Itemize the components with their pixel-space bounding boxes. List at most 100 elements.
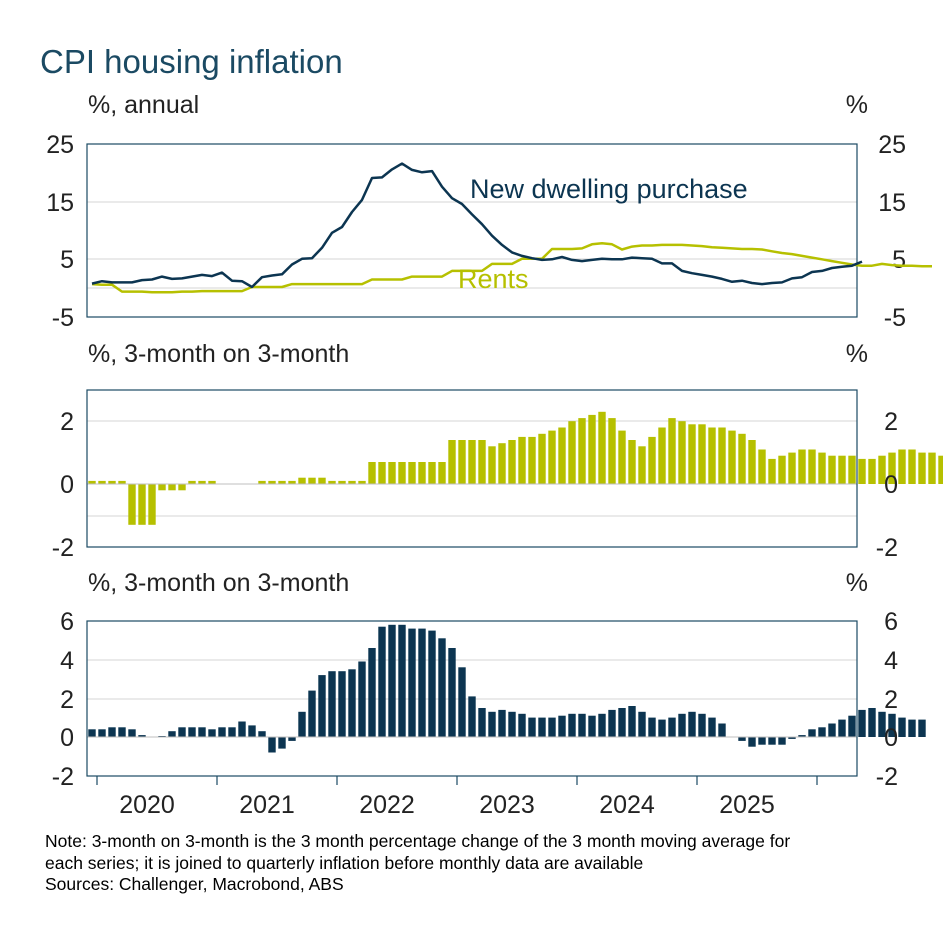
new-dwelling-bar-19 (278, 737, 286, 749)
rents-bar-50 (588, 414, 596, 484)
new-dwelling-bar-48 (568, 713, 576, 737)
new-dwelling-bar-76 (848, 715, 856, 737)
rents-bar-58 (668, 418, 676, 484)
new-dwelling-bar-49 (578, 713, 586, 737)
new-dwelling-bar-52 (608, 709, 616, 737)
top-right-unit: % (846, 91, 868, 119)
new-dwelling-bar-65 (738, 737, 746, 741)
new-dwelling-bar-73 (818, 727, 826, 737)
rents-bar-83 (918, 452, 926, 484)
new-dwelling-bar-32 (408, 628, 416, 737)
new-dwelling-bar-17 (258, 731, 266, 737)
top-right-tick-15: 15 (878, 189, 906, 217)
rents-bar-69 (778, 455, 786, 484)
bottom-right-tick-6: 6 (884, 608, 898, 636)
new-dwelling-bar-70 (788, 737, 796, 739)
new-dwelling-bar-18 (268, 737, 276, 753)
bottom-plot-frame (86, 620, 858, 777)
rents-bar-22 (308, 477, 316, 484)
new-dwelling-bar-37 (458, 667, 466, 737)
new-dwelling-bar-35 (438, 638, 446, 737)
middle-bars (88, 411, 943, 525)
new-dwelling-bar-23 (318, 675, 326, 737)
new-dwelling-bar-55 (638, 711, 646, 737)
rents-bar-60 (688, 424, 696, 484)
rents-bar-62 (708, 427, 716, 484)
label-rents: Rents (458, 264, 529, 294)
rents-bar-46 (548, 430, 556, 484)
rents-bar-9 (178, 484, 186, 491)
top-left-tick-25: 25 (46, 131, 74, 159)
new-dwelling-bar-30 (388, 624, 396, 737)
rents-bar-67 (758, 449, 766, 484)
rents-bar-4 (128, 484, 136, 525)
middle-left-tick-2: 2 (60, 408, 74, 436)
rents-bar-63 (718, 427, 726, 484)
rents-bar-10 (188, 480, 196, 484)
new-dwelling-bar-26 (348, 669, 356, 737)
x-axis: 2020 2021 2022 2023 2024 2025 (96, 776, 818, 819)
top-right-tick-25: 25 (878, 131, 906, 159)
rents-bar-21 (298, 477, 306, 484)
new-dwelling-bar-9 (178, 727, 186, 737)
rents-bar-3 (118, 480, 126, 484)
new-dwelling-bar-50 (588, 715, 596, 737)
rents-bar-57 (658, 427, 666, 484)
year-2021: 2021 (239, 791, 295, 819)
middle-right-tick-0: 0 (884, 471, 898, 499)
rents-bar-77 (858, 458, 866, 484)
middle-plot-frame (86, 389, 858, 548)
rents-bar-24 (328, 480, 336, 484)
rents-bar-40 (488, 446, 496, 484)
middle-right-unit: % (846, 340, 868, 368)
new-dwelling-bar-24 (328, 671, 336, 737)
new-dwelling-bar-51 (598, 713, 606, 737)
top-left-unit: %, annual (88, 91, 199, 119)
middle-left-tick-minus2: -2 (52, 534, 74, 562)
new-dwelling-bar-46 (548, 717, 556, 737)
new-dwelling-bar-13 (218, 727, 226, 737)
rents-bar-38 (468, 440, 476, 484)
rents-bar-76 (848, 455, 856, 484)
rents-line (91, 241, 932, 294)
rents-bar-44 (528, 436, 536, 484)
rents-bar-27 (358, 480, 366, 484)
rents-bar-54 (628, 440, 636, 484)
new-dwelling-bar-8 (168, 731, 176, 737)
rents-bar-47 (558, 427, 566, 484)
new-dwelling-bar-78 (868, 708, 876, 737)
new-dwelling-purchase-line (91, 162, 863, 289)
new-dwelling-bar-44 (528, 717, 536, 737)
new-dwelling-bar-81 (898, 717, 906, 737)
new-dwelling-bar-68 (768, 737, 776, 745)
rents-bar-37 (458, 440, 466, 484)
top-left-tick-15: 15 (46, 189, 74, 217)
chart-title: CPI housing inflation (40, 43, 343, 80)
rents-bar-49 (578, 418, 586, 484)
rents-bar-28 (368, 462, 376, 484)
new-dwelling-bar-40 (488, 711, 496, 737)
new-dwelling-bar-53 (618, 708, 626, 737)
rents-bar-66 (748, 440, 756, 484)
rents-bar-12 (208, 480, 216, 484)
rents-bar-51 (598, 411, 606, 484)
rents-bar-31 (398, 462, 406, 484)
rents-bar-78 (868, 458, 876, 484)
new-dwelling-bar-0 (88, 729, 96, 737)
rents-bar-2 (108, 480, 116, 484)
rents-bar-25 (338, 480, 346, 484)
bottom-bars (88, 624, 926, 753)
new-dwelling-bar-72 (808, 729, 816, 737)
rents-bar-85 (938, 455, 943, 484)
new-dwelling-bar-15 (238, 721, 246, 737)
new-dwelling-bar-77 (858, 709, 866, 737)
rents-bar-35 (438, 462, 446, 484)
new-dwelling-bar-12 (208, 729, 216, 737)
rents-bar-68 (768, 458, 776, 484)
bottom-right-tick-2: 2 (884, 686, 898, 714)
rents-bar-45 (538, 433, 546, 484)
rents-bar-64 (728, 430, 736, 484)
top-left-tick-5: 5 (60, 246, 74, 274)
new-dwelling-bar-59 (678, 713, 686, 737)
rents-bar-80 (888, 452, 896, 484)
